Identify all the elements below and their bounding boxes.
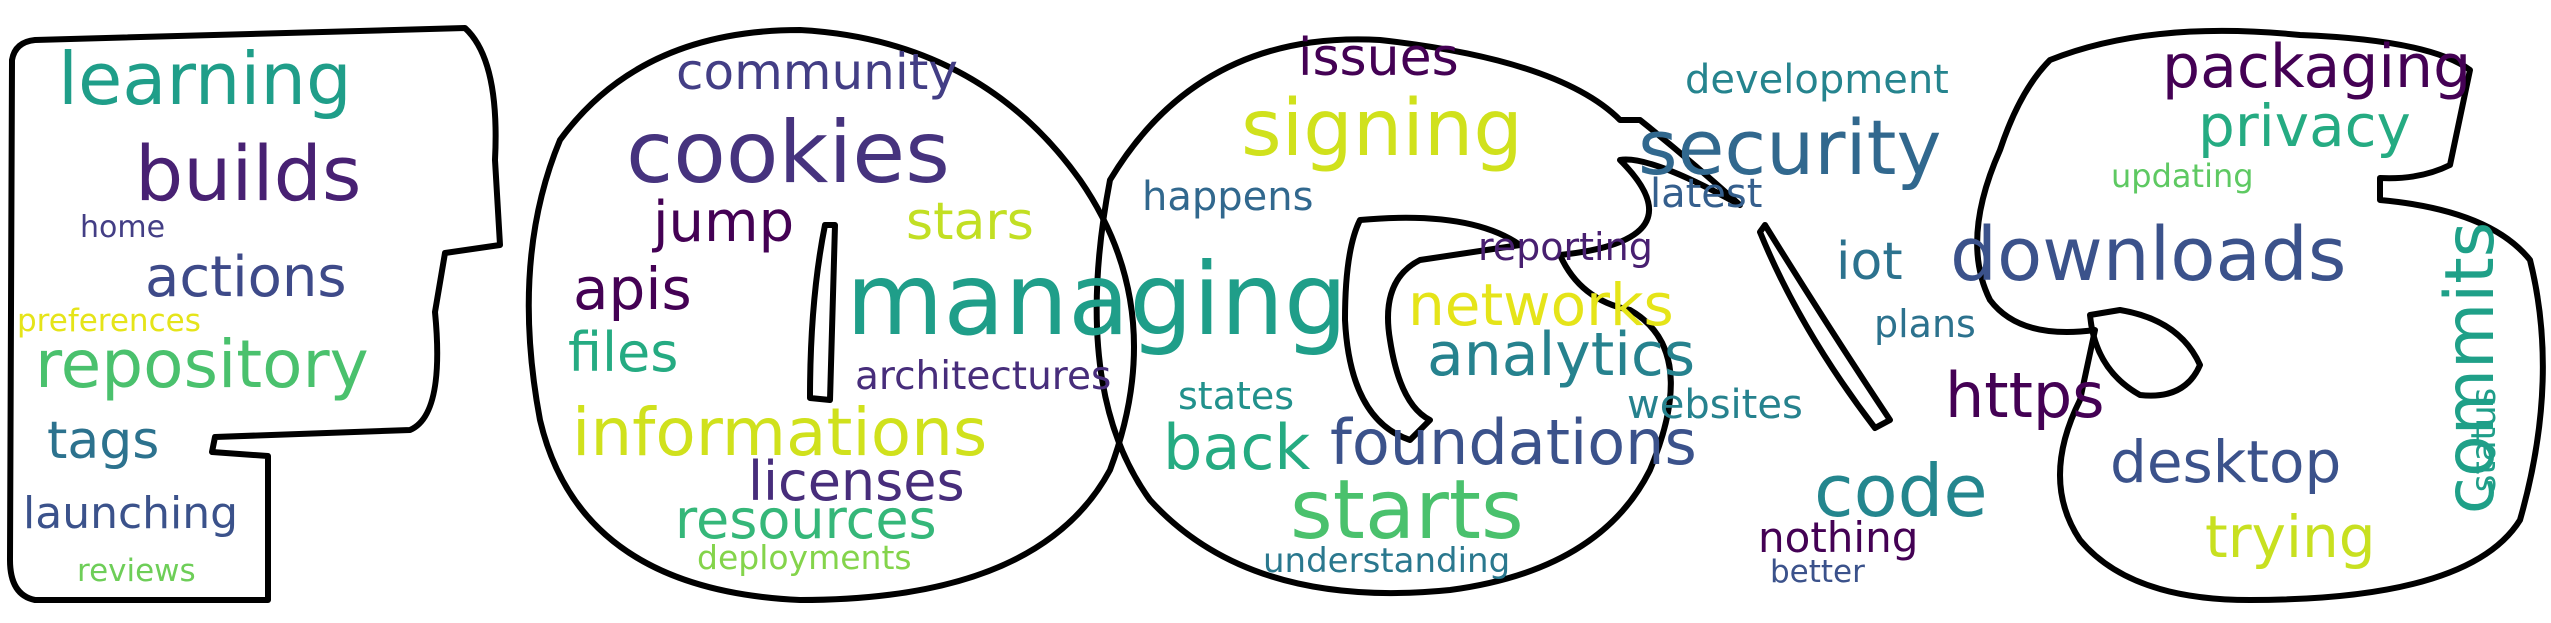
word-code: code — [1814, 449, 1988, 533]
word-states: states — [1178, 374, 1295, 418]
word-learning: learning — [58, 37, 352, 121]
word-managing: managing — [846, 241, 1348, 358]
word-issues: issues — [1298, 28, 1459, 88]
word-home: home — [80, 210, 166, 245]
word-signing: signing — [1241, 84, 1523, 174]
word-files: files — [568, 321, 679, 384]
word-reviews: reviews — [77, 553, 196, 589]
word-privacy: privacy — [2198, 92, 2411, 160]
word-apis: apis — [573, 255, 692, 323]
word-analytics: analytics — [1427, 320, 1696, 390]
word-plans: plans — [1874, 302, 1976, 346]
word-status: status — [2464, 387, 2505, 493]
word-websites: websites — [1627, 382, 1803, 428]
word-reporting: reporting — [1478, 225, 1653, 269]
word-security: security — [1638, 103, 1942, 192]
word-starts: starts — [1290, 463, 1524, 558]
word-nothing: nothing — [1758, 513, 1919, 562]
word-licenses: licenses — [748, 450, 965, 513]
word-updating: updating — [2111, 157, 2254, 195]
word-stars: stars — [906, 192, 1034, 252]
word-cookies: cookies — [626, 103, 950, 203]
word-back: back — [1163, 411, 1311, 484]
word-understanding: understanding — [1263, 541, 1511, 581]
word-community: community — [676, 43, 958, 101]
word-better: better — [1770, 554, 1865, 590]
word-resources: resources — [675, 488, 937, 551]
word-development: development — [1685, 57, 1949, 103]
word-builds: builds — [135, 129, 362, 218]
word-happens: happens — [1142, 174, 1314, 220]
word-jump: jump — [653, 190, 795, 255]
word-preferences: preferences — [17, 303, 201, 339]
word-launching: launching — [23, 488, 239, 539]
word-https: https — [1945, 359, 2105, 432]
word-deployments: deployments — [697, 538, 912, 577]
word-informations: informations — [572, 394, 988, 471]
word-downloads: downloads — [1950, 212, 2347, 298]
word-tags: tags — [47, 411, 160, 471]
word-foundations: foundations — [1330, 406, 1697, 479]
word-trying: trying — [2205, 503, 2376, 571]
word-actions: actions — [145, 245, 347, 310]
word-architectures: architectures — [855, 354, 1112, 399]
word-desktop: desktop — [2110, 428, 2342, 496]
word-iot: iot — [1836, 232, 1903, 292]
word-latest: latest — [1650, 171, 1763, 217]
word-networks: networks — [1408, 271, 1674, 339]
word-repository: repository — [35, 326, 369, 403]
word-packaging: packaging — [2162, 32, 2472, 102]
